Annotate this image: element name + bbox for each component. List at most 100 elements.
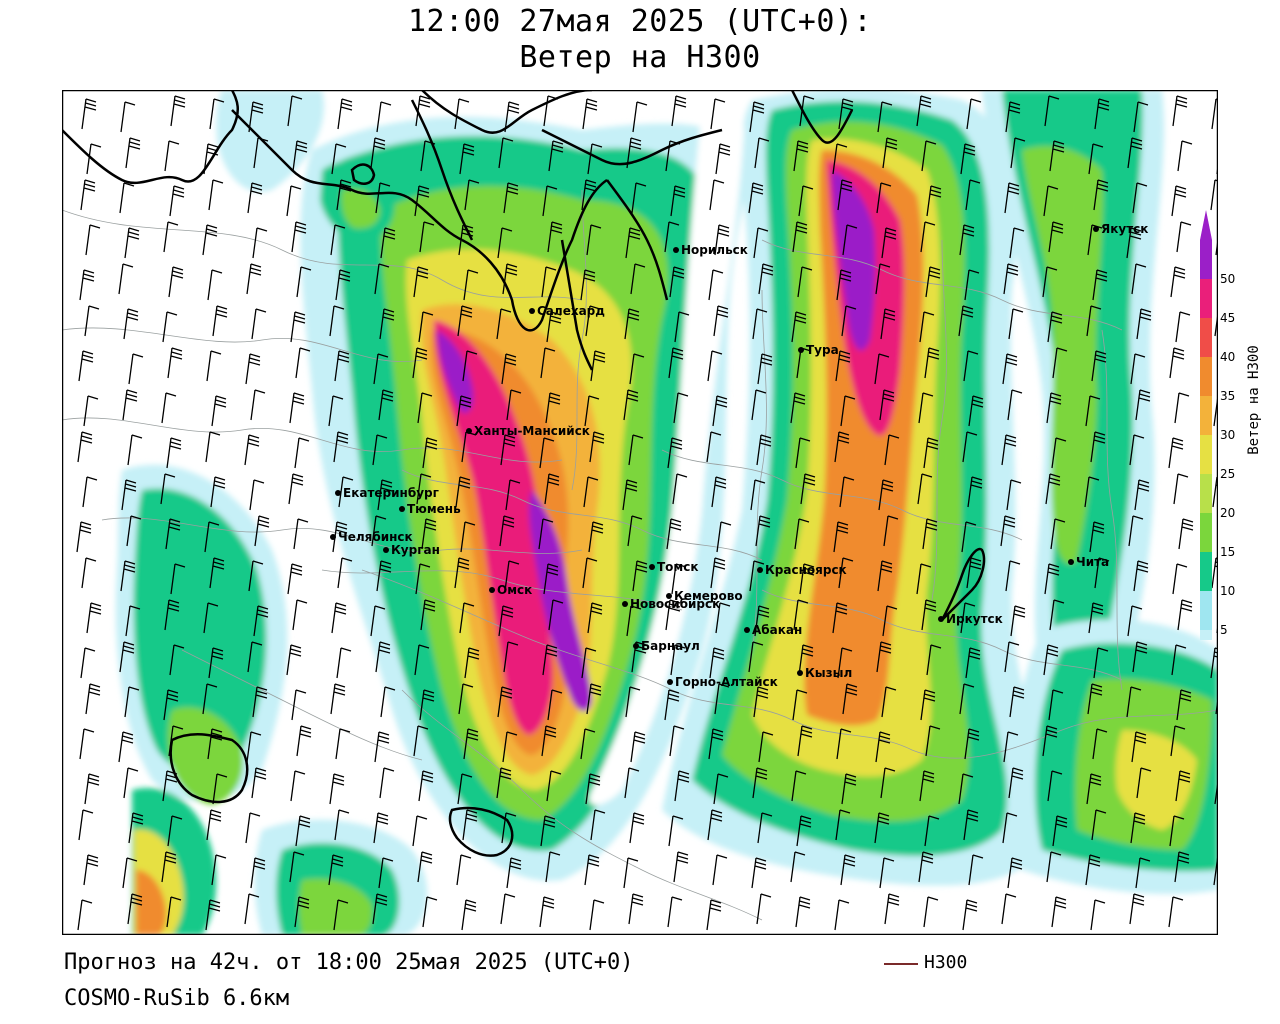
wind-barb xyxy=(337,557,353,589)
wind-barb xyxy=(749,560,765,592)
city-dot xyxy=(757,567,763,573)
wind-barb xyxy=(916,95,932,127)
wind-barb xyxy=(1010,137,1026,169)
wind-barb xyxy=(79,269,95,301)
wind-barb xyxy=(1084,476,1100,508)
wind-barb xyxy=(202,683,218,715)
wind-barb xyxy=(1001,893,1017,925)
wind-barb xyxy=(1001,434,1017,466)
wind-barb xyxy=(81,98,97,130)
wind-barb xyxy=(506,857,522,889)
wind-barb xyxy=(1002,812,1018,844)
wind-barb xyxy=(119,641,135,673)
wind-barb xyxy=(287,563,303,595)
city-0: Норильск xyxy=(673,243,748,257)
wind-barb xyxy=(1000,515,1016,547)
wind-barb xyxy=(204,521,220,553)
wind-barb xyxy=(294,437,310,469)
wind-barb xyxy=(545,392,561,424)
wind-barb xyxy=(330,224,346,256)
city-4: Ханты-Мансийск xyxy=(466,424,590,438)
wind-barb xyxy=(544,473,560,505)
wind-barb xyxy=(380,227,396,259)
wind-barb xyxy=(583,476,599,508)
wind-barb xyxy=(248,101,264,133)
wind-barb xyxy=(462,350,478,382)
wind-barb xyxy=(124,227,140,259)
map-title: 12:00 27мая 2025 (UTC+0): xyxy=(407,4,873,39)
wind-barb xyxy=(78,809,94,841)
wind-barb xyxy=(86,602,102,634)
wind-barb xyxy=(250,389,266,421)
wind-barb xyxy=(1215,694,1218,715)
wind-barb xyxy=(377,479,393,511)
wind-barb xyxy=(295,347,311,379)
wind-barb xyxy=(291,221,307,253)
wind-barb xyxy=(370,605,386,637)
wind-barb xyxy=(1085,854,1101,886)
wind-barb xyxy=(665,140,681,172)
wind-barb xyxy=(708,269,724,301)
wind-barb xyxy=(630,731,646,763)
wind-barb xyxy=(631,182,647,214)
wind-barb xyxy=(1130,353,1146,385)
wind-barb xyxy=(1210,647,1218,679)
wind-barb xyxy=(758,731,774,763)
wind-barb xyxy=(417,851,433,883)
wind-barb xyxy=(86,143,102,175)
wind-barb xyxy=(333,899,349,931)
wind-barb xyxy=(418,311,434,343)
wind-barb xyxy=(793,140,809,172)
wind-barb xyxy=(246,263,262,295)
city-10: Томск xyxy=(649,560,699,574)
wind-barb xyxy=(749,101,765,133)
wind-barb xyxy=(335,269,351,301)
wind-barb xyxy=(370,137,386,169)
city-dot xyxy=(744,627,750,633)
map-subtitle: Ветер на Н300 xyxy=(519,40,761,75)
wind-barb xyxy=(585,305,601,337)
wind-barb xyxy=(84,773,100,805)
wind-barb xyxy=(751,857,767,889)
wind-barb xyxy=(85,683,101,715)
city-label: Екатеринбург xyxy=(343,486,439,500)
wind-barb xyxy=(962,899,978,931)
wind-barb xyxy=(585,773,601,805)
wind-barb xyxy=(882,137,898,169)
wind-barb xyxy=(1048,221,1064,253)
wind-barb xyxy=(1092,269,1108,301)
city-3: Якутск xyxy=(1093,222,1148,236)
h300-line-label: Н300 xyxy=(924,952,968,973)
wind-barb xyxy=(714,224,730,256)
city-16: Иркутск xyxy=(938,612,1003,626)
wind-barb xyxy=(752,767,768,799)
wind-barb xyxy=(1049,140,1065,172)
wind-barb xyxy=(1170,725,1186,757)
city-dot xyxy=(649,564,655,570)
wind-barb xyxy=(671,95,687,127)
wind-barb xyxy=(334,809,350,841)
wind-barb xyxy=(706,431,722,463)
wind-barb xyxy=(924,347,940,379)
wind-barb xyxy=(587,143,603,175)
wind-barb xyxy=(1048,689,1064,721)
wind-barb xyxy=(631,641,647,673)
wind-barb xyxy=(454,98,470,130)
wind-barb xyxy=(833,521,849,553)
wind-barb xyxy=(1129,893,1145,925)
city-label: Кызыл xyxy=(805,666,852,680)
wind-barb xyxy=(546,770,562,802)
wind-barb xyxy=(372,893,388,925)
wind-barb xyxy=(247,641,263,673)
wind-barb xyxy=(125,137,141,169)
wind-barb xyxy=(121,479,137,511)
wind-barb xyxy=(79,728,95,760)
wind-barb xyxy=(589,899,605,931)
wind-barb xyxy=(797,266,813,298)
wind-barb xyxy=(463,728,479,760)
wind-barb xyxy=(457,773,473,805)
city-dot xyxy=(330,534,336,540)
wind-barb xyxy=(708,728,724,760)
wind-barb xyxy=(422,437,438,469)
wind-barb xyxy=(538,518,554,550)
